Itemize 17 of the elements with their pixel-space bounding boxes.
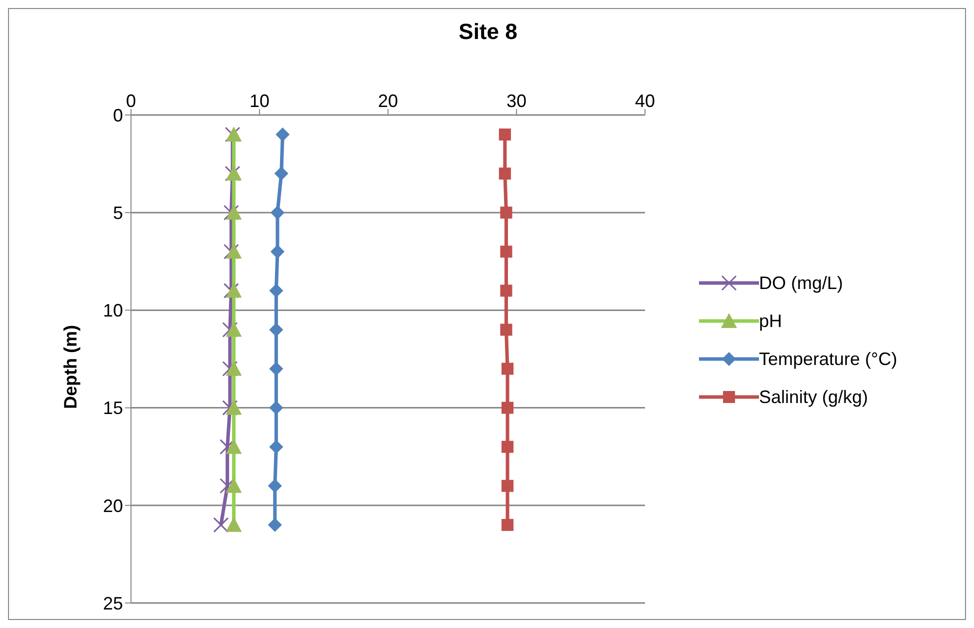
- y-tick-label: 25: [102, 593, 123, 614]
- y-tick-label: 15: [102, 398, 123, 418]
- y-tick-label: 20: [102, 496, 123, 516]
- y-axis-title: Depth (m): [60, 325, 80, 409]
- legend-label: pH: [759, 310, 782, 332]
- chart-title: Site 8: [458, 19, 518, 45]
- legend-label: Temperature (°C): [759, 348, 898, 370]
- x-tick-label: 20: [378, 91, 398, 111]
- y-tick-label: 0: [112, 105, 123, 126]
- legend-label: Salinity (g/kg): [759, 386, 868, 408]
- x-tick-label: 10: [249, 91, 270, 111]
- x-tick-label: 40: [634, 91, 656, 111]
- legend-label: DO (mg/L): [759, 272, 844, 294]
- x-tick-label: 0: [126, 91, 136, 111]
- y-tick-label: 5: [112, 202, 123, 223]
- y-tick-label: 10: [102, 300, 123, 321]
- x-tick-label: 30: [506, 91, 527, 111]
